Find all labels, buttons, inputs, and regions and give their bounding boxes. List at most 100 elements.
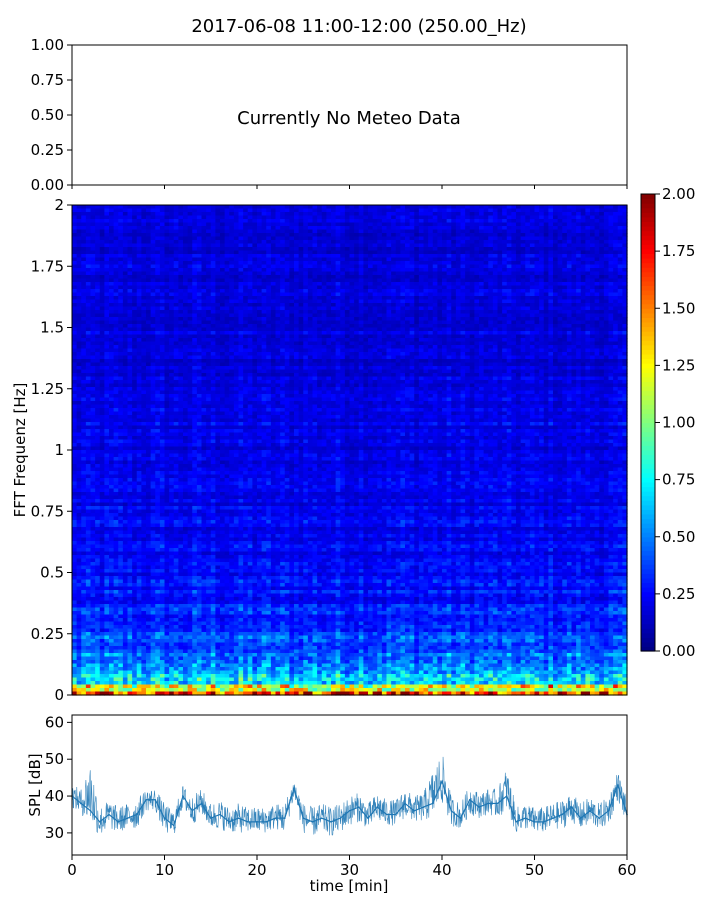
spectrogram-cell [603,299,610,304]
spectrogram-cell [557,341,563,346]
spectrogram-cell [85,240,92,245]
spectrogram-cell [141,313,147,318]
spectrogram-cell [428,313,434,318]
spectrogram-cell [331,296,337,301]
spectrogram-cell [173,303,179,308]
spectrogram-cell [109,222,115,227]
spectrogram-cell [72,289,78,294]
spectrogram-cell [118,275,124,280]
spectrogram-cell [437,250,443,255]
spectrogram-cell [617,205,623,210]
spectrogram-cell [164,268,170,273]
spectrogram-cell [585,212,591,217]
spectrogram-cell [247,338,253,343]
spectrogram-cell [377,292,383,297]
spectrogram-cell [358,306,364,311]
spectrogram-cell [344,208,351,213]
spectrogram-cell [381,208,388,213]
spectrogram-cell [571,254,577,259]
spectrogram-cell [483,285,489,290]
spectrogram-cell [488,250,494,255]
spectrogram-cell [557,240,563,245]
spectrogram-cell [90,327,96,332]
spectrogram-cell [210,271,216,276]
spectrogram-cell [418,264,425,269]
spectrogram-cell [220,324,226,329]
spectrogram-cell [377,264,383,269]
spectrogram-cell [451,338,457,343]
spectrogram-cell [405,292,411,297]
spectrogram-cell [335,222,341,227]
spectrogram-cell [391,275,397,280]
spectrogram-cell [492,215,499,220]
spectrogram-cell [76,289,82,294]
spectrogram-cell [95,327,101,332]
spectrogram-cell [381,243,388,248]
spectrogram-cell [261,306,267,311]
spectrogram-cell [502,292,508,297]
spectrogram-cell [368,275,374,280]
spectrogram-cell [497,299,503,304]
spectrogram-cell [516,345,522,350]
spectrogram-cell [196,292,203,297]
spectrogram-cell [122,268,129,273]
spectrogram-cell [169,331,175,336]
spectrogram-cell [488,285,494,290]
spectrogram-cell [617,324,623,329]
spectrogram-cell [506,208,512,213]
spectrogram-cell [483,215,489,220]
spectrogram-cell [608,299,614,304]
spectrogram-cell [196,278,203,283]
spectrogram-cell [326,212,332,217]
spectrogram-cell [553,278,559,283]
spectrogram-cell [520,268,526,273]
spectrogram-cell [354,313,360,318]
spectrogram-cell [418,292,425,297]
spectrogram-cell [215,289,221,294]
spectrogram-cell [590,226,596,231]
spectrogram-cell [270,345,277,350]
spectrogram-cell [520,236,526,241]
spectrogram-cell [391,303,397,308]
spectrogram-cell [95,254,101,259]
spectrogram-cell [220,261,226,266]
spectrogram-cell [543,240,549,245]
spectrogram-cell [580,275,586,280]
spectrogram-cell [159,317,166,322]
spectrogram-cell [206,243,212,248]
spectrogram-cell [113,219,119,224]
spectrogram-cell [178,250,184,255]
spectrogram-cell [335,299,341,304]
spectrogram-cell [381,303,388,308]
spectrogram-cell [566,271,573,276]
spectrogram-cell [72,236,78,241]
spectrogram-cell [229,243,235,248]
spectrogram-cell [118,215,124,220]
spectrogram-cell [529,299,536,304]
spectrogram-cell [187,222,193,227]
spectrogram-cell [405,303,411,308]
spectrogram-cell [303,285,309,290]
spectrogram-cell [520,254,526,259]
spectrogram-cell [423,240,429,245]
spectrogram-cell [594,278,600,283]
spectrogram-cell [298,236,304,241]
spectrogram-cell [284,310,290,315]
spectrogram-cell [109,268,115,273]
spectrogram-cell [122,310,129,315]
spectrogram-cell [460,345,466,350]
spectrogram-cell [488,278,494,283]
spectrogram-cell [252,240,258,245]
spectrogram-cell [557,313,563,318]
spectrogram-cell [497,296,503,301]
spectrogram-cell [520,289,526,294]
spectrogram-cell [298,299,304,304]
spectrogram-cell [118,233,124,238]
spectrogram-cell [187,313,193,318]
spectrogram-cell [173,317,179,322]
spectrogram-cell [497,215,503,220]
spectrogram-cell [391,306,397,311]
spectrogram-cell [576,285,582,290]
spectrogram-cell [363,257,369,262]
spectrogram-cell [76,229,82,234]
